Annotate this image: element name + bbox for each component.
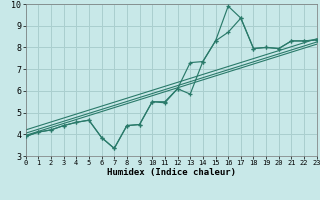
X-axis label: Humidex (Indice chaleur): Humidex (Indice chaleur) xyxy=(107,168,236,177)
